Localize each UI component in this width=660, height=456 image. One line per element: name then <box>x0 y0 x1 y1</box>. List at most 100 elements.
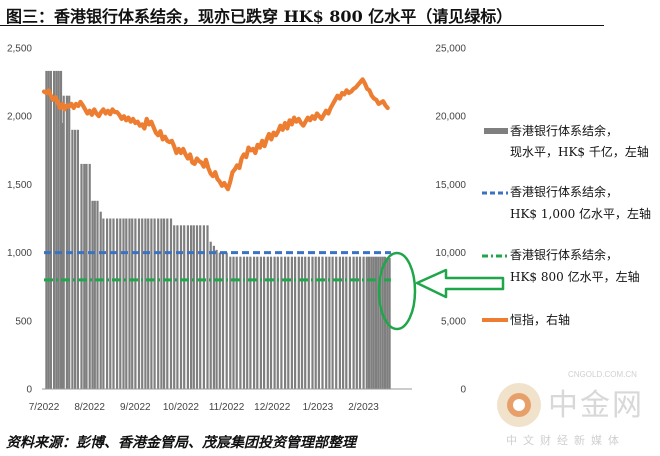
balance-bar-94 <box>342 256 345 389</box>
right-tick-label: 25,000 <box>435 44 466 55</box>
x-tick-label: 2/2023 <box>348 402 379 413</box>
highlight-arrow <box>415 268 505 299</box>
balance-bar-65 <box>242 256 246 389</box>
balance-bar-96 <box>348 256 351 389</box>
balance-bar-0 <box>45 70 48 390</box>
balance-bar-79 <box>290 256 293 389</box>
balance-bar-30 <box>128 218 131 389</box>
balance-bar-103 <box>370 256 373 389</box>
balance-bar-2 <box>49 70 52 390</box>
balance-bar-75 <box>276 256 279 389</box>
balance-bar-70 <box>259 256 262 389</box>
balance-bar-102 <box>368 256 371 389</box>
balance-bar-69 <box>256 256 259 389</box>
right-axis-ticks: 0 5,000 10,000 15,000 20,000 25,000 <box>435 44 466 396</box>
balance-bar-105 <box>374 256 377 389</box>
balance-bar-61 <box>229 256 232 389</box>
balance-bar-64 <box>239 256 242 389</box>
balance-bar-82 <box>300 256 304 389</box>
balance-bar-31 <box>131 218 134 389</box>
legend-label-800-1: 香港银行体系结余， <box>510 247 618 262</box>
balance-bar-34 <box>141 218 144 389</box>
balance-bar-50 <box>192 225 195 389</box>
balance-bar-53 <box>202 225 205 389</box>
balance-bar-6 <box>59 70 63 390</box>
balance-bar-49 <box>190 225 193 389</box>
highlight-ellipse <box>377 251 417 331</box>
balance-bar-13 <box>76 129 79 390</box>
balance-bar-52 <box>199 225 202 389</box>
x-tick-label: 7/2022 <box>29 402 60 413</box>
balance-bar-97 <box>352 256 355 389</box>
balance-bar-66 <box>246 256 249 389</box>
x-tick-label: 12/2022 <box>254 402 291 413</box>
title-underline <box>0 25 604 26</box>
right-tick-label: 5,000 <box>441 316 466 327</box>
balance-bar-63 <box>235 256 238 389</box>
balance-bar-9 <box>65 95 68 389</box>
balance-bar-43 <box>169 218 173 389</box>
balance-bar-33 <box>137 218 141 389</box>
balance-bar-76 <box>280 256 283 389</box>
balance-bar-12 <box>74 129 77 390</box>
left-tick-label: 2,000 <box>7 112 32 123</box>
balance-bar-87 <box>317 256 320 389</box>
left-tick-label: 0 <box>26 385 32 396</box>
cngold-logo-icon <box>497 383 541 427</box>
x-tick-label: 8/2022 <box>74 402 105 413</box>
balance-bar-100 <box>362 256 365 389</box>
balance-bar-23 <box>106 218 109 389</box>
balance-bar-5 <box>57 70 60 390</box>
x-axis-ticks: 7/2022 8/2022 9/2022 10/2022 11/2022 12/2022 1… <box>29 402 380 413</box>
balance-bar-60 <box>225 252 228 389</box>
watermark-name: 中金网 <box>548 388 644 423</box>
right-tick-label: 20,000 <box>435 112 466 123</box>
balance-bar-104 <box>372 256 375 389</box>
balance-bar-72 <box>266 256 269 389</box>
balance-bar-55 <box>209 241 212 389</box>
balance-bar-95 <box>345 256 348 389</box>
balance-bar-26 <box>116 218 119 389</box>
balance-bar-16 <box>85 163 88 389</box>
balance-bar-73 <box>269 256 273 389</box>
balance-bar-39 <box>157 218 160 389</box>
balance-bar-46 <box>179 225 183 389</box>
balance-bar-19 <box>93 200 96 389</box>
source-note: 资料来源：彭博、香港金管局、茂宸集团投资管理部整理 <box>6 435 356 451</box>
balance-bar-83 <box>304 256 307 389</box>
balance-bar-109 <box>384 256 387 389</box>
balance-bar-25 <box>112 218 115 389</box>
balance-bar-27 <box>119 218 122 389</box>
balance-bar-99 <box>358 256 362 389</box>
balance-bar-42 <box>166 218 169 389</box>
balance-bar-11 <box>71 129 74 390</box>
balance-bar-59 <box>221 252 225 389</box>
balance-bar-74 <box>273 256 276 389</box>
balance-bar-98 <box>355 256 358 389</box>
watermark-tagline: 中文财经新媒体 <box>506 434 625 447</box>
balance-bar-47 <box>183 225 186 389</box>
balance-bar-57 <box>215 249 218 389</box>
balance-bar-67 <box>249 256 252 389</box>
balance-bar-106 <box>377 256 380 389</box>
balance-bar-35 <box>144 218 147 389</box>
watermark-url: CNGOLD.COM.CN <box>568 370 637 379</box>
x-tick-label: 11/2022 <box>209 402 245 413</box>
balance-bar-86 <box>314 256 317 389</box>
chart-title: 图三：香港银行体系结余，现亦已跌穿 HK$ 800 亿水平（请见绿标） <box>6 7 513 26</box>
balance-bar-93 <box>338 256 341 389</box>
reference-lines <box>44 251 391 282</box>
balance-bar-88 <box>321 256 324 389</box>
legend-label-1000-1: 香港银行体系结余， <box>510 184 618 199</box>
balance-bar-89 <box>325 256 328 389</box>
left-tick-label: 500 <box>15 316 32 327</box>
balance-bar-29 <box>125 218 128 389</box>
balance-bar-7 <box>61 123 64 389</box>
legend-label-balance-2: 现水平，HK$ 千亿，左轴 <box>510 144 649 159</box>
balance-bar-41 <box>163 218 166 389</box>
left-tick-label: 2,500 <box>7 44 32 55</box>
balance-bar-10 <box>68 95 71 389</box>
balance-bar-21 <box>99 211 102 389</box>
balance-bar-14 <box>80 163 83 389</box>
balance-bar-56 <box>212 245 215 389</box>
